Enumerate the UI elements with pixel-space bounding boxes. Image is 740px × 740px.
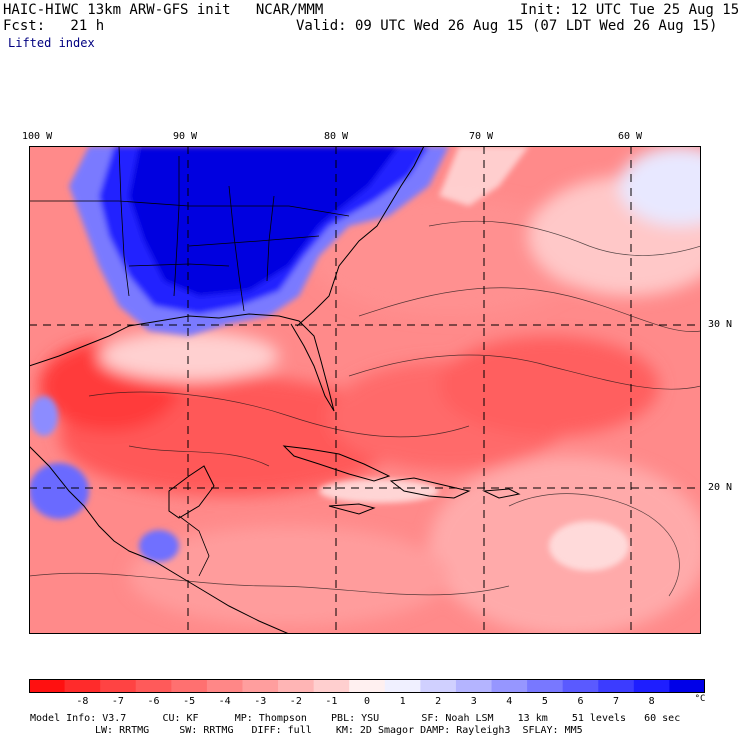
colorbar-unit: °C <box>694 694 706 704</box>
colorbar-swatch <box>562 679 599 693</box>
colorbar-swatch <box>669 679 705 693</box>
colorbar-swatch <box>527 679 564 693</box>
footer-physics-info: LW: RRTMG SW: RRTMG DIFF: full KM: 2D Sm… <box>95 725 583 736</box>
field-name: Lifted index <box>8 36 95 50</box>
colorbar-swatch <box>242 679 279 693</box>
colorbar-tick-label: 3 <box>470 696 477 707</box>
forecast-hour: Fcst: 21 h <box>3 18 105 34</box>
lifted-index-map <box>29 146 701 634</box>
colorbar-tick-label: -4 <box>218 696 231 707</box>
colorbar-tick-label: 2 <box>435 696 442 707</box>
colorbar-tick-label: 5 <box>541 696 548 707</box>
colorbar-tick-label: -8 <box>76 696 89 707</box>
title-model-info: HAIC-HIWC 13km ARW-GFS init NCAR/MMM <box>3 2 324 18</box>
colorbar-tick-label: 6 <box>577 696 584 707</box>
colorbar-swatch <box>29 679 66 693</box>
colorbar-tick-label: -6 <box>147 696 160 707</box>
colorbar-tick-label: -1 <box>325 696 338 707</box>
colorbar-swatch <box>384 679 421 693</box>
valid-time: Valid: 09 UTC Wed 26 Aug 15 (07 LDT Wed … <box>296 18 718 34</box>
colorbar-tick-label: 0 <box>363 696 371 707</box>
colorbar-tick-label: 1 <box>399 696 406 707</box>
colorbar-swatch <box>206 679 243 693</box>
colorbar-tick-label: -5 <box>183 696 196 707</box>
init-time: Init: 12 UTC Tue 25 Aug 15 <box>520 2 740 18</box>
lon-label-80w: 80 W <box>324 131 349 142</box>
colorbar-tick-label: 7 <box>613 696 620 707</box>
colorbar-tick-label: -2 <box>289 696 302 707</box>
colorbar-swatch <box>455 679 493 693</box>
lon-label-70w: 70 W <box>469 131 494 142</box>
colorbar-border <box>29 679 705 693</box>
colorbar-tick-label: 4 <box>506 696 513 707</box>
colorbar-swatch <box>278 679 315 693</box>
lon-label-100w: 100 W <box>22 131 53 142</box>
colorbar <box>29 679 705 693</box>
lon-label-60w: 60 W <box>618 131 643 142</box>
lat-label-30n: 30 N <box>708 319 733 330</box>
lat-label-20n: 20 N <box>708 482 733 493</box>
colorbar-swatch <box>100 679 137 693</box>
colorbar-swatch <box>313 679 350 693</box>
colorbar-tick-label: -3 <box>254 696 267 707</box>
colorbar-tick-label: -7 <box>111 696 124 707</box>
lon-label-90w: 90 W <box>173 131 198 142</box>
colorbar-swatch <box>491 679 528 693</box>
footer-model-info: Model Info: V3.7 CU: KF MP: Thompson PBL… <box>30 713 681 724</box>
colorbar-swatch <box>420 679 457 693</box>
colorbar-swatch <box>135 679 172 693</box>
colorbar-swatch <box>598 679 635 693</box>
colorbar-tick-label: 8 <box>648 696 655 707</box>
colorbar-swatch <box>633 679 670 693</box>
colorbar-swatch <box>349 679 386 693</box>
colorbar-swatch <box>171 679 208 693</box>
colorbar-swatch <box>64 679 101 693</box>
